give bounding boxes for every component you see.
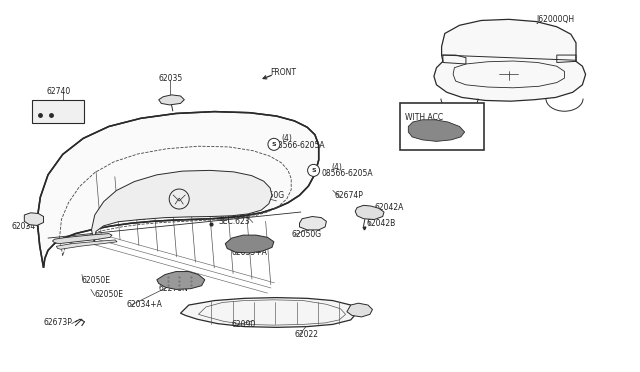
Text: 62035+A: 62035+A (422, 129, 455, 135)
Circle shape (268, 138, 280, 150)
Polygon shape (180, 298, 357, 327)
Text: 08566-6205A: 08566-6205A (321, 169, 373, 178)
Text: SEC.623: SEC.623 (219, 217, 250, 226)
Text: FRONT: FRONT (270, 68, 296, 77)
Text: 62278N: 62278N (159, 284, 188, 293)
Text: 62050E: 62050E (228, 205, 257, 214)
Polygon shape (56, 240, 117, 249)
Text: 62050E: 62050E (82, 276, 111, 285)
Text: S: S (271, 142, 276, 147)
Circle shape (308, 164, 319, 176)
Text: S: S (311, 168, 316, 173)
Text: 62022: 62022 (294, 330, 319, 339)
Text: 08566-6205A: 08566-6205A (274, 141, 326, 150)
Text: 62090: 62090 (232, 320, 256, 329)
Polygon shape (225, 235, 274, 253)
Polygon shape (300, 217, 326, 230)
Polygon shape (159, 95, 184, 105)
Polygon shape (37, 112, 319, 268)
Text: J62000QH: J62000QH (536, 15, 575, 24)
Polygon shape (92, 170, 272, 245)
Polygon shape (355, 205, 384, 219)
Text: WITH ACC: WITH ACC (405, 113, 443, 122)
Polygon shape (157, 272, 205, 289)
Text: 62050E: 62050E (95, 290, 124, 299)
Text: 62042B: 62042B (366, 219, 396, 228)
Text: 62050G: 62050G (291, 230, 321, 239)
Text: (4): (4) (332, 163, 342, 172)
Bar (32, 100, 84, 123)
Text: 62740: 62740 (46, 87, 70, 96)
Text: 62034: 62034 (12, 222, 36, 231)
Polygon shape (24, 213, 44, 225)
Text: 62042A: 62042A (374, 203, 404, 212)
Text: (62301): (62301) (219, 211, 249, 220)
Text: 62035: 62035 (159, 74, 183, 83)
Polygon shape (408, 120, 465, 141)
Text: 62034+A: 62034+A (127, 300, 163, 309)
Text: 62035+A: 62035+A (232, 248, 268, 257)
Bar (400, 103, 484, 150)
Text: 62673P: 62673P (44, 318, 72, 327)
Polygon shape (434, 19, 586, 101)
Text: 62050: 62050 (123, 213, 147, 222)
Polygon shape (347, 303, 372, 317)
Polygon shape (52, 234, 112, 244)
Text: (4): (4) (282, 134, 292, 143)
Text: 62050G: 62050G (255, 191, 285, 200)
Text: 62674P: 62674P (334, 191, 363, 200)
